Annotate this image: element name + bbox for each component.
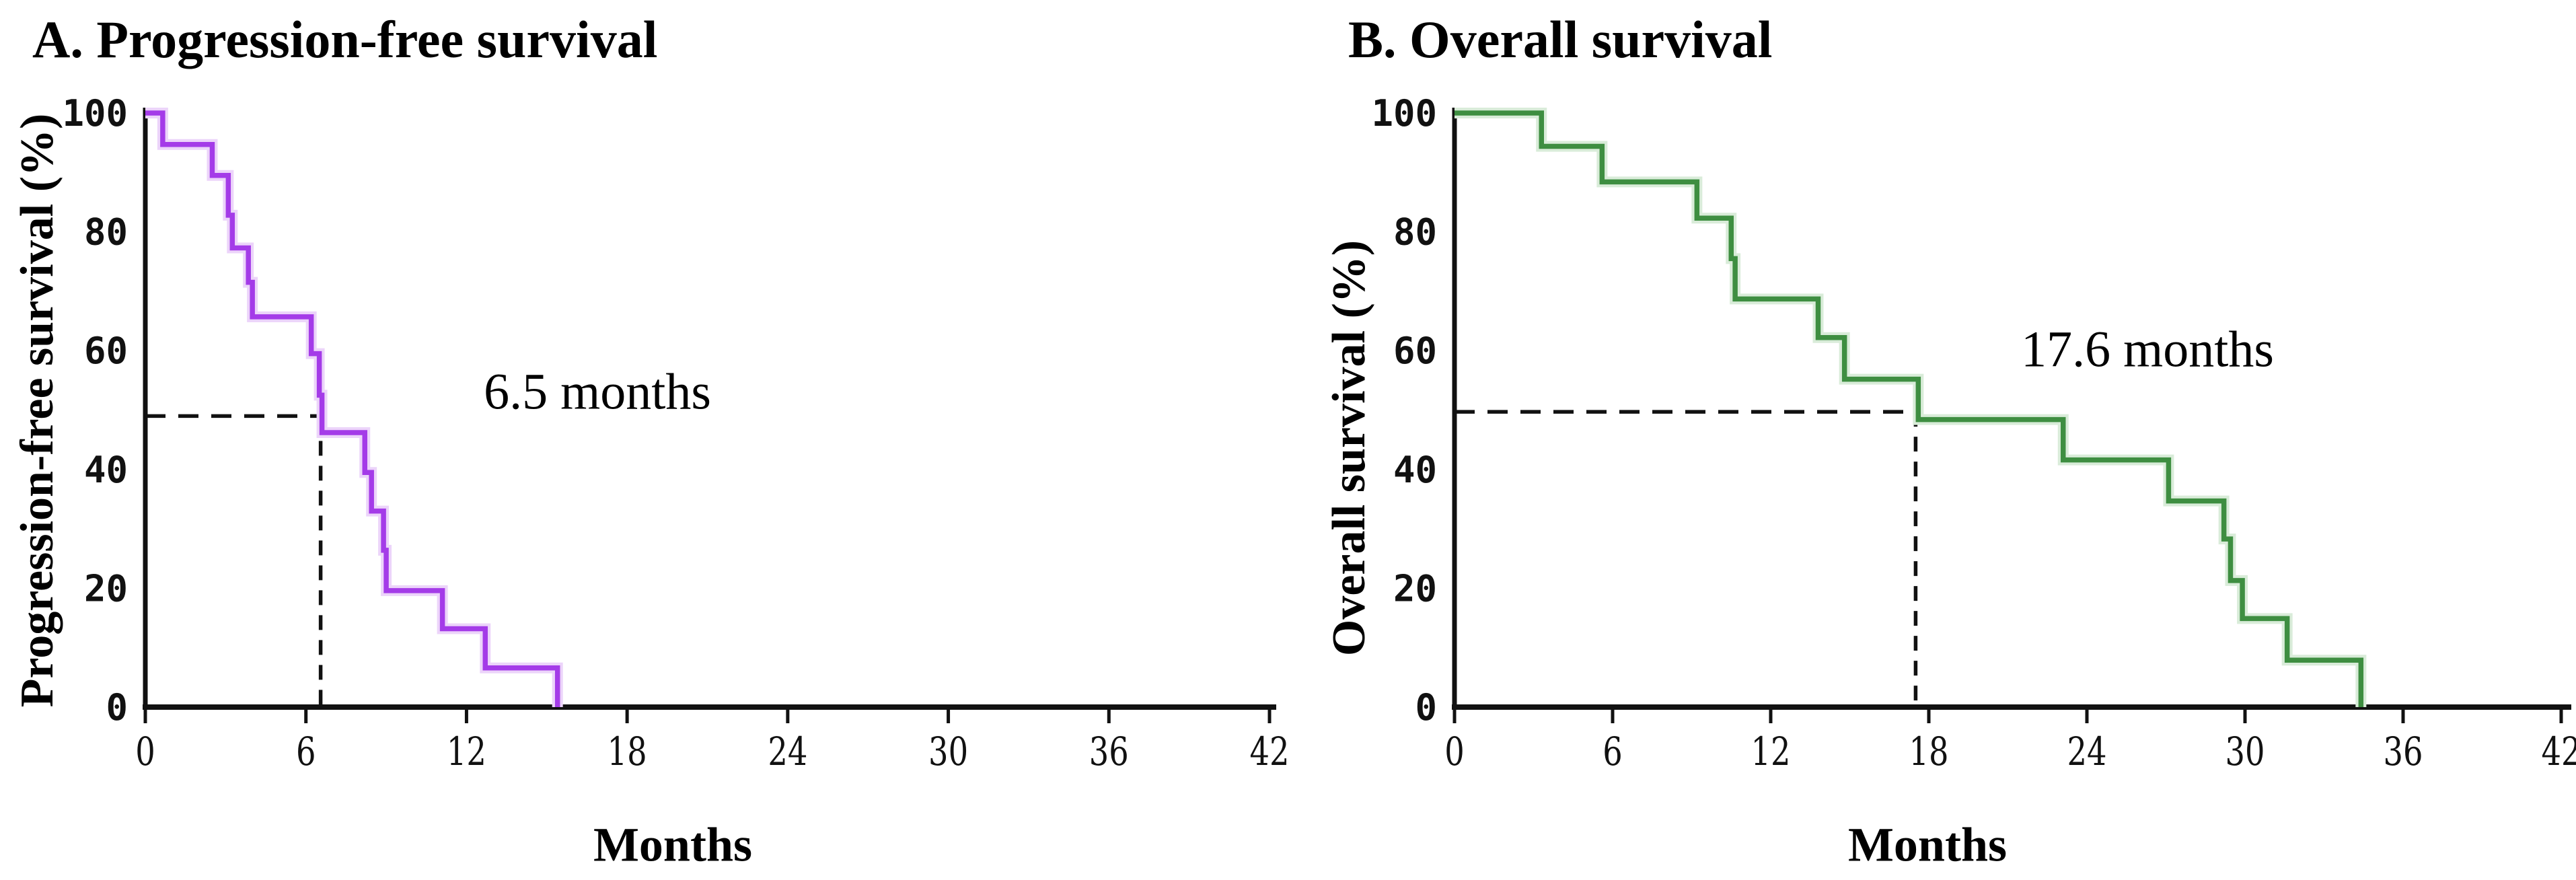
panel-b-y-axis-label: Overall survival (%) — [1323, 240, 1375, 657]
y-tick-label: 0 — [1415, 686, 1437, 729]
x-tick-label: 18 — [608, 729, 647, 774]
panel-a-median-annotation: 6.5 months — [484, 363, 711, 420]
y-tick-label: 100 — [62, 92, 128, 135]
y-tick-label: 40 — [1393, 449, 1437, 491]
y-tick-label: 100 — [1371, 92, 1437, 135]
panel-b-median-annotation: 17.6 months — [2021, 321, 2274, 378]
x-tick-label: 30 — [928, 729, 968, 774]
x-tick-label: 0 — [135, 729, 155, 774]
panel-a-y-axis-label: Progression-free survival (%) — [11, 113, 63, 708]
os-curve — [1455, 110, 2364, 707]
x-tick-label: 36 — [1089, 729, 1129, 774]
y-tick-label: 80 — [1393, 211, 1437, 254]
y-tick-label: 0 — [106, 686, 128, 729]
panel-a-x-axis-label: Months — [593, 817, 753, 872]
x-tick-label: 36 — [2383, 729, 2423, 774]
y-tick-label: 80 — [84, 211, 128, 254]
x-tick-label: 12 — [447, 729, 486, 774]
y-tick-label: 60 — [1393, 330, 1437, 372]
panel-b-plot: 0 6 12 18 24 30 36 42 100 80 60 40 20 0 — [1371, 92, 2576, 774]
x-tick-label: 42 — [2541, 729, 2576, 774]
x-tick-label: 0 — [1444, 729, 1465, 774]
y-tick-label: 60 — [84, 330, 128, 372]
x-tick-label: 6 — [1603, 729, 1623, 774]
panel-b-x-axis-label: Months — [1847, 817, 2008, 872]
x-tick-label: 6 — [296, 729, 316, 774]
y-tick-label: 20 — [84, 567, 128, 610]
y-tick-label: 20 — [1393, 567, 1437, 610]
x-tick-label: 24 — [768, 729, 807, 774]
x-tick-label: 18 — [1909, 729, 1948, 774]
pfs-curve — [145, 110, 560, 707]
panel-b-title: B. Overall survival — [1348, 10, 1773, 69]
x-tick-label: 24 — [2067, 729, 2106, 774]
x-tick-label: 42 — [1249, 729, 1289, 774]
y-tick-label: 40 — [84, 449, 128, 491]
panel-a-title: A. Progression-free survival — [32, 10, 658, 69]
panel-a-plot: 0 6 12 18 24 30 36 42 100 80 60 40 20 0 — [62, 92, 1289, 774]
x-tick-label: 30 — [2225, 729, 2265, 774]
x-tick-label: 12 — [1751, 729, 1790, 774]
